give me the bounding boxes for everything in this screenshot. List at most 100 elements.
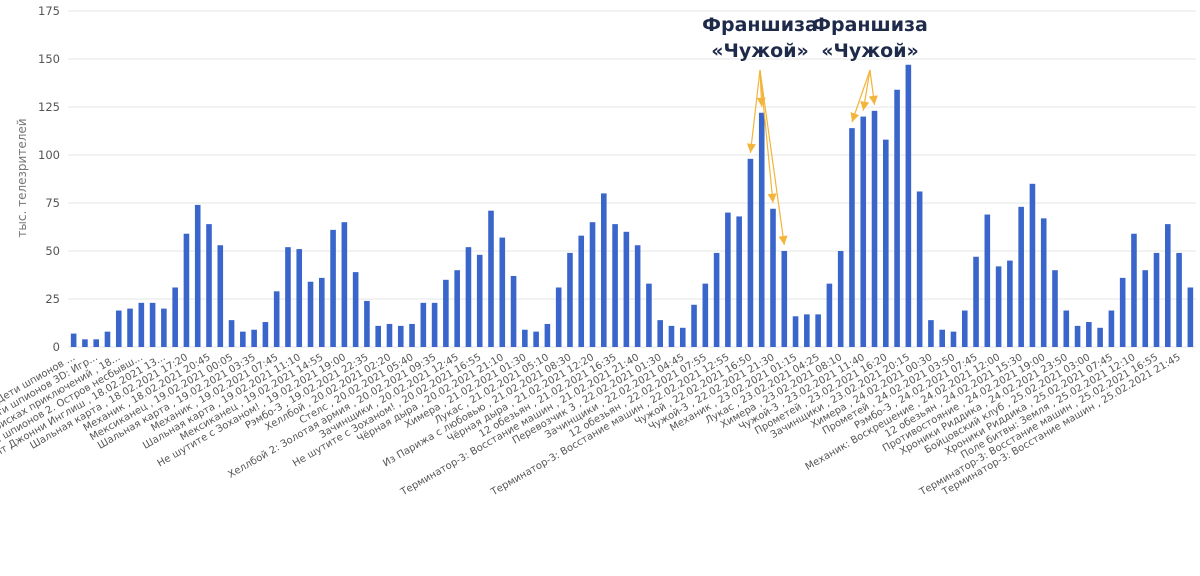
bar — [352, 272, 359, 347]
annotation-arrow — [759, 69, 785, 246]
bar — [883, 139, 889, 347]
bar — [409, 323, 415, 347]
bar — [228, 320, 235, 347]
bar — [330, 229, 336, 347]
bar — [736, 216, 742, 347]
bar — [871, 110, 878, 347]
bar — [961, 310, 968, 347]
gridlines — [68, 10, 1196, 348]
y-tick-label: 150 — [38, 52, 60, 66]
bar — [183, 233, 190, 347]
bar — [894, 89, 900, 347]
bar — [679, 327, 686, 347]
bar — [905, 64, 912, 347]
bar — [375, 325, 381, 347]
y-tick-label: 175 — [38, 4, 60, 18]
annotation-arrow — [759, 69, 774, 203]
y-tick-label: 25 — [45, 292, 60, 306]
bar — [476, 254, 483, 347]
bar — [713, 252, 720, 347]
bar — [589, 222, 596, 347]
bar — [397, 325, 404, 347]
annotation-label: «Чужой» — [711, 40, 809, 62]
y-axis-ticks: 0 25 50 75 100 125 150 175 — [38, 4, 60, 354]
bar — [1108, 310, 1115, 347]
bar — [386, 323, 393, 347]
bar — [319, 277, 325, 347]
bar — [1052, 270, 1058, 347]
bar — [1029, 183, 1036, 347]
bar — [307, 281, 314, 347]
bar — [939, 329, 945, 347]
bar — [702, 283, 709, 347]
bar — [837, 251, 844, 347]
bar — [364, 300, 370, 347]
bar — [161, 308, 167, 347]
bar — [623, 231, 630, 347]
bar — [127, 308, 133, 347]
bar — [1142, 270, 1149, 347]
annotation-arrowhead — [767, 193, 777, 203]
bar — [826, 283, 833, 347]
bar — [634, 245, 641, 347]
bar — [691, 304, 697, 347]
bar — [217, 245, 224, 347]
bar — [1131, 233, 1137, 347]
bar — [657, 320, 663, 347]
bars — [70, 64, 1194, 347]
bar — [1187, 287, 1194, 347]
annotation-label: «Чужой» — [821, 40, 919, 62]
bar — [646, 283, 652, 347]
bar — [522, 329, 528, 347]
annotation-label: Франшиза — [812, 14, 928, 36]
bar — [285, 247, 291, 347]
y-tick-label: 0 — [53, 340, 60, 354]
y-tick-label: 75 — [45, 196, 60, 210]
bar — [860, 116, 867, 347]
bar — [194, 204, 201, 347]
bar — [555, 287, 562, 347]
bar — [758, 112, 765, 347]
bar — [70, 333, 77, 347]
bar — [567, 252, 573, 347]
bar — [1007, 260, 1013, 347]
bar — [849, 128, 855, 347]
bar — [104, 331, 111, 347]
bar — [815, 314, 821, 347]
bar — [206, 224, 212, 347]
bar — [431, 302, 438, 347]
bar — [138, 302, 145, 347]
bar — [544, 323, 551, 347]
bar — [454, 270, 460, 347]
bar — [93, 339, 99, 347]
bar — [82, 339, 88, 347]
bar — [668, 325, 675, 347]
y-tick-label: 100 — [38, 148, 60, 162]
bar — [1074, 325, 1081, 347]
bar — [1040, 218, 1047, 347]
bar — [262, 322, 269, 347]
bar — [488, 210, 494, 347]
bar — [1063, 310, 1070, 347]
bar — [115, 310, 122, 347]
bar — [510, 275, 517, 347]
x-axis-tick-labels: Дети шпионов ...Дети шпионов 3D: Игр...В… — [0, 352, 1183, 499]
bar — [1165, 224, 1171, 347]
bar — [296, 249, 303, 347]
bar — [465, 247, 472, 347]
bar — [770, 208, 776, 347]
y-tick-label: 50 — [45, 244, 60, 258]
bar — [1176, 252, 1182, 347]
bar — [781, 251, 788, 347]
bar — [1018, 206, 1024, 347]
bar — [273, 291, 280, 347]
bar — [792, 316, 799, 347]
bar — [950, 331, 957, 347]
bar — [499, 237, 506, 347]
annotation-arrowhead — [860, 100, 870, 111]
bar — [1086, 322, 1092, 347]
bar — [578, 235, 585, 347]
bar — [916, 191, 923, 347]
bar — [240, 331, 246, 347]
